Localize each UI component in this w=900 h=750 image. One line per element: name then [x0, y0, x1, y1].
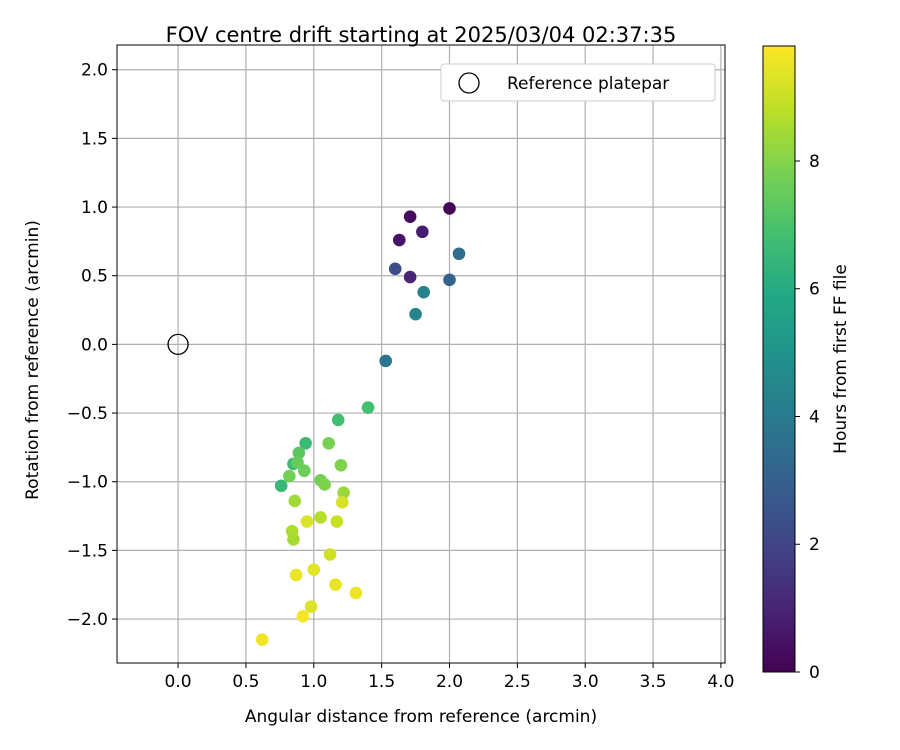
data-point	[314, 511, 327, 524]
data-point	[335, 496, 349, 509]
data-point	[323, 548, 337, 561]
data-point	[297, 464, 311, 478]
data-point	[416, 225, 429, 239]
x-tick-label: 0.5	[232, 672, 259, 692]
data-point	[292, 446, 306, 460]
colorbar-ticks: 0 2 4 6 8	[795, 152, 820, 683]
y-tick-label: 2.0	[81, 61, 108, 81]
x-axis-ticks: 0.0 0.5 1.0 1.5 2.0 2.5 3.0 3.5 4.0	[165, 663, 734, 692]
data-point	[304, 600, 318, 613]
data-point	[299, 436, 312, 450]
data-point	[300, 515, 314, 528]
y-tick-label: 1.5	[81, 129, 108, 149]
data-points	[255, 202, 466, 646]
y-axis-ticks: −2.0 −1.5 −1.0 −0.5 0.0 0.5 1.0 1.5 2.0	[67, 61, 117, 630]
x-tick-label: 2.5	[504, 672, 531, 692]
data-point	[318, 478, 331, 491]
data-point	[334, 458, 348, 472]
colorbar: 0 2 4 6 8 Hours from first FF file	[762, 45, 851, 683]
y-tick-label: −0.5	[67, 404, 108, 424]
data-point	[287, 533, 300, 546]
data-point	[379, 354, 393, 368]
x-tick-label: 3.0	[572, 672, 599, 692]
chart-title: FOV centre drift starting at 2025/03/04 …	[166, 23, 677, 47]
y-tick-label: 1.0	[81, 198, 108, 218]
colorbar-label: Hours from first FF file	[831, 264, 851, 454]
colorbar-tick-label: 0	[809, 663, 820, 683]
y-tick-label: 0.0	[81, 335, 108, 355]
reference-marker	[167, 333, 189, 356]
y-axis-label: Rotation from reference (arcmin)	[23, 220, 43, 500]
data-point	[322, 436, 336, 450]
x-tick-label: 1.0	[300, 672, 327, 692]
colorbar-gradient	[762, 45, 796, 673]
data-point	[361, 401, 375, 414]
x-tick-label: 0.0	[165, 672, 192, 692]
x-tick-label: 3.5	[640, 672, 667, 692]
plot-frame	[116, 44, 726, 664]
data-point	[403, 270, 417, 284]
data-point	[392, 233, 406, 247]
y-tick-label: 0.5	[81, 267, 108, 287]
data-point	[417, 285, 431, 299]
data-point	[307, 563, 321, 576]
data-point	[452, 247, 466, 261]
y-tick-label: −1.0	[67, 473, 108, 493]
data-point	[409, 307, 422, 321]
x-tick-label: 4.0	[707, 672, 734, 692]
y-tick-label: −2.0	[67, 610, 108, 630]
data-point	[255, 633, 269, 646]
x-tick-label: 2.0	[436, 672, 463, 692]
data-point	[274, 479, 288, 493]
grid-lines	[117, 45, 725, 663]
data-point	[296, 610, 310, 623]
reference-point-icon	[167, 333, 189, 356]
legend-box	[440, 63, 716, 102]
data-point	[443, 202, 456, 215]
data-point	[289, 568, 303, 582]
data-point	[349, 586, 363, 600]
colorbar-tick-label: 8	[809, 152, 820, 172]
x-tick-label: 1.5	[368, 672, 395, 692]
legend-entry-reference: Reference platepar	[507, 74, 669, 94]
colorbar-tick-label: 4	[809, 407, 820, 427]
y-tick-label: −1.5	[67, 541, 108, 561]
data-point	[331, 413, 345, 427]
data-point	[288, 494, 302, 508]
data-point	[329, 578, 342, 592]
legend: Reference platepar	[440, 63, 716, 102]
data-point	[388, 262, 402, 276]
data-point	[283, 469, 296, 483]
colorbar-tick-label: 6	[809, 280, 820, 300]
data-point	[403, 210, 417, 223]
x-axis-label: Angular distance from reference (arcmin)	[245, 707, 597, 727]
data-point	[330, 515, 344, 528]
data-point	[443, 273, 456, 287]
colorbar-tick-label: 2	[809, 535, 820, 555]
data-point	[337, 486, 350, 500]
legend-marker-icon	[458, 72, 480, 94]
